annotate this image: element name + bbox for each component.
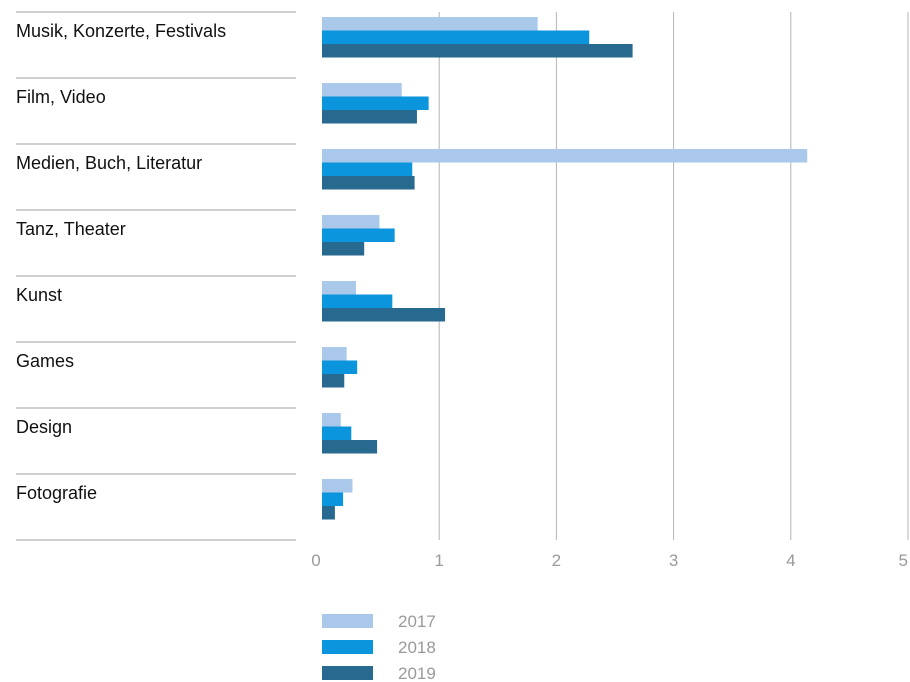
bar-2017-1 xyxy=(322,17,538,31)
bar-2017-3 xyxy=(322,149,807,163)
tick-label-2: 2 xyxy=(552,551,561,570)
bar-2019-3 xyxy=(322,176,415,190)
bars xyxy=(322,17,807,520)
tick-label-4: 4 xyxy=(786,551,795,570)
value-axis: 0 1 2 3 4 5 xyxy=(311,551,908,570)
bar-2019-4 xyxy=(322,242,364,256)
category-label: Film, Video xyxy=(16,87,106,107)
bar-2017-2 xyxy=(322,83,402,97)
bar-2017-8 xyxy=(322,479,352,493)
legend: 2017 2018 2019 xyxy=(322,612,436,682)
category-label: Kunst xyxy=(16,285,62,305)
category-label: Musik, Konzerte, Festivals xyxy=(16,21,226,41)
tick-label-0: 0 xyxy=(311,551,320,570)
bar-2017-7 xyxy=(322,413,341,427)
category-label: Fotografie xyxy=(16,483,97,503)
bar-2017-6 xyxy=(322,347,347,361)
bar-2019-8 xyxy=(322,506,335,520)
grid-lines xyxy=(439,12,908,540)
category-label: Games xyxy=(16,351,74,371)
bar-2018-7 xyxy=(322,427,351,441)
bar-2018-3 xyxy=(322,163,412,177)
bar-2018-2 xyxy=(322,97,429,111)
bar-2018-1 xyxy=(322,31,589,45)
bar-2018-8 xyxy=(322,493,343,507)
bar-2018-5 xyxy=(322,295,392,309)
bar-2017-5 xyxy=(322,281,356,295)
bar-2019-2 xyxy=(322,110,417,124)
bar-2019-5 xyxy=(322,308,445,322)
legend-label-2019: 2019 xyxy=(398,664,436,682)
bar-2019-7 xyxy=(322,440,377,454)
bar-2019-6 xyxy=(322,374,344,388)
legend-label-2017: 2017 xyxy=(398,612,436,631)
bar-2019-1 xyxy=(322,44,633,58)
category-label: Design xyxy=(16,417,72,437)
legend-label-2018: 2018 xyxy=(398,638,436,657)
bar-2018-4 xyxy=(322,229,395,243)
category-label: Tanz, Theater xyxy=(16,219,126,239)
category-label: Medien, Buch, Literatur xyxy=(16,153,202,173)
legend-swatch-2018 xyxy=(322,640,373,654)
legend-swatch-2017 xyxy=(322,614,373,628)
bar-2018-6 xyxy=(322,361,357,375)
category-axis: Musik, Konzerte, Festivals Film, Video Med… xyxy=(16,12,296,540)
tick-label-1: 1 xyxy=(434,551,443,570)
legend-swatch-2019 xyxy=(322,666,373,680)
tick-label-3: 3 xyxy=(669,551,678,570)
tick-label-5: 5 xyxy=(899,551,908,570)
bar-2017-4 xyxy=(322,215,379,229)
